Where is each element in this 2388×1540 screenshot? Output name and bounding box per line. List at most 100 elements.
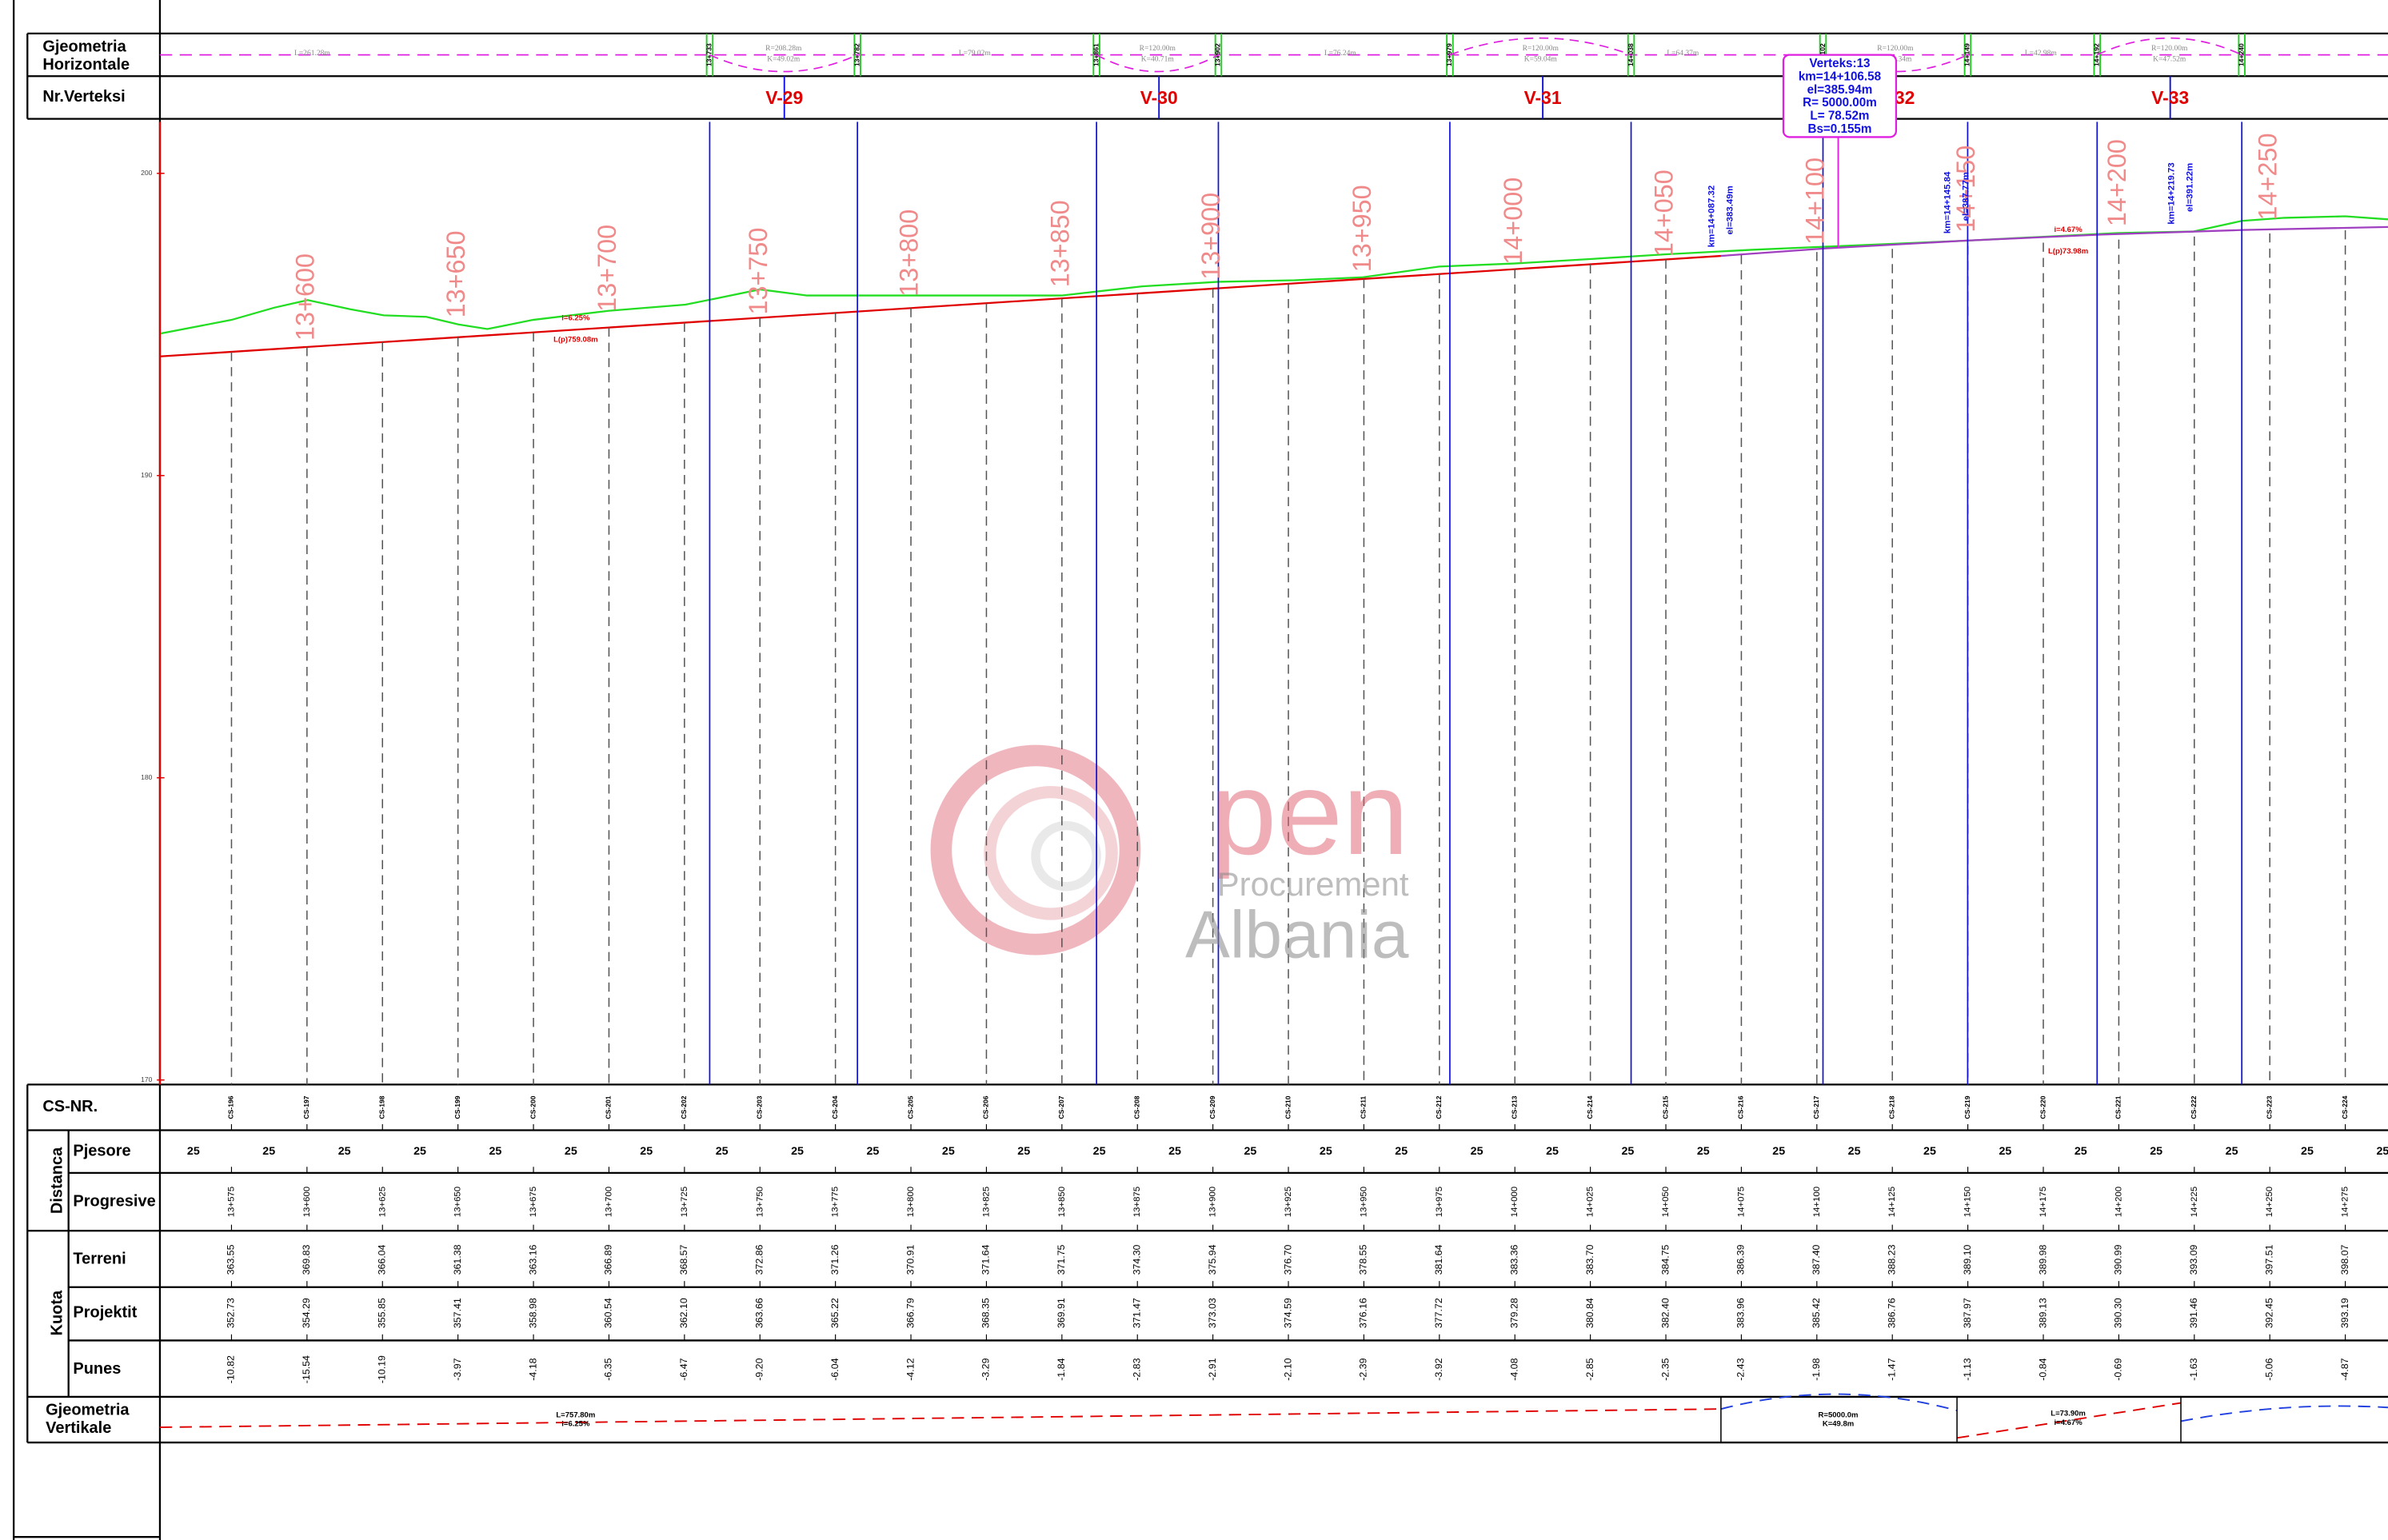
design-elevation: 383.96 (1735, 1298, 1747, 1328)
cut-fill: -1.84 (1056, 1358, 1067, 1380)
progressive: 14+100 (1812, 1187, 1822, 1217)
progressive: 13+700 (604, 1187, 613, 1217)
alignment-point-label: 14+240 (2237, 43, 2245, 66)
terrain-elevation: 388.23 (1886, 1244, 1897, 1275)
partial-distance: 25 (640, 1145, 653, 1158)
cut-fill: -2.85 (1584, 1358, 1595, 1380)
tangent-label: L=76.24m (1324, 50, 1357, 58)
progressive: 13+925 (1284, 1187, 1293, 1217)
watermark: Albania (1185, 897, 1409, 972)
vertex-label: V-29 (765, 87, 803, 108)
cut-fill: -1.47 (1886, 1358, 1897, 1380)
design-elevation: 392.45 (2263, 1298, 2274, 1328)
curve (2096, 37, 2242, 56)
partial-distance: 25 (716, 1145, 729, 1158)
cut-fill: -10.82 (226, 1355, 237, 1383)
design-elevation: 380.84 (1584, 1298, 1595, 1328)
row-label: Nr.Verteksi (42, 88, 125, 106)
partial-distance: 25 (1923, 1145, 1936, 1158)
alignment-point-label: 13+979 (1445, 43, 1453, 66)
partial-distance: 25 (413, 1145, 426, 1158)
progressive: 14+075 (1736, 1187, 1746, 1217)
tangent-label: L=261.28m (294, 50, 330, 58)
tangent-label: L=64.37m (1667, 50, 1699, 58)
row-label: Horizontale (42, 56, 130, 74)
terrain-elevation: 389.98 (2037, 1244, 2048, 1275)
cs-number: CS-212 (1435, 1095, 1443, 1119)
vg-label: L=757.80m (556, 1410, 595, 1419)
grade-label: i=4.67% (2054, 225, 2083, 234)
chainage-label: 14+100 (1800, 158, 1829, 245)
cut-fill: -6.04 (829, 1358, 841, 1380)
row-label: Punes (73, 1360, 121, 1378)
cut-fill: -15.54 (301, 1355, 312, 1383)
design-elevation: 376.16 (1358, 1298, 1369, 1328)
design-elevation: 363.66 (754, 1298, 765, 1328)
design-elevation: 368.35 (980, 1298, 992, 1328)
terrain-elevation: 372.86 (754, 1244, 765, 1275)
cs-number: CS-198 (378, 1095, 386, 1119)
terrain-elevation: 375.94 (1207, 1244, 1218, 1275)
row-label: Progresive (73, 1192, 155, 1210)
design-elevation: 390.30 (2113, 1298, 2124, 1328)
partial-distance: 25 (1546, 1145, 1559, 1158)
progressive: 13+650 (453, 1187, 463, 1217)
cs-number: CS-213 (1510, 1095, 1518, 1119)
design-elevation: 358.98 (527, 1298, 538, 1328)
cs-number: CS-202 (680, 1095, 688, 1119)
grade-length: L(p)759.08m (553, 335, 598, 344)
curve (709, 54, 858, 73)
partial-distance: 25 (2150, 1145, 2162, 1158)
curve-label: K=40.71m (1141, 55, 1175, 63)
vertex-box-text: L= 78.52m (1810, 110, 1869, 123)
curve (1449, 37, 1631, 56)
curve-label: R=120.00m (1140, 45, 1176, 53)
curve-point-km: km=14+145.84 (1943, 171, 1953, 233)
cs-number: CS-210 (1284, 1095, 1292, 1119)
terrain-elevation: 393.09 (2188, 1244, 2199, 1275)
progressive: 14+025 (1586, 1187, 1595, 1217)
design-elevation: 357.41 (452, 1298, 463, 1328)
design-elevation: 393.19 (2339, 1298, 2350, 1328)
chainage-label: 13+850 (1045, 200, 1074, 287)
progressive: 13+800 (906, 1187, 916, 1217)
terrain-elevation: 371.75 (1056, 1244, 1067, 1275)
cs-number: CS-204 (831, 1095, 839, 1119)
cut-fill: -2.91 (1207, 1358, 1218, 1380)
curve-label: K=59.04m (1524, 55, 1558, 63)
progressive: 14+250 (2265, 1187, 2274, 1217)
alignment-point-label: 13+733 (705, 43, 713, 66)
cs-number: CS-220 (2039, 1095, 2047, 1119)
alignment-point-label: 13+861 (1092, 43, 1100, 66)
partial-distance: 25 (1999, 1145, 2011, 1158)
row-label: Pjesore (73, 1142, 130, 1159)
chainage-label: 13+700 (593, 225, 621, 312)
progressive: 14+175 (2039, 1187, 2048, 1217)
design-elevation: 369.91 (1056, 1298, 1067, 1328)
elevation-label: 190 (141, 471, 153, 479)
terrain-elevation: 384.75 (1659, 1244, 1671, 1275)
partial-distance: 25 (2226, 1145, 2238, 1158)
terrain-elevation: 371.26 (829, 1244, 841, 1275)
vg-label: L=73.90m (2051, 1409, 2086, 1418)
cs-number: CS-214 (1586, 1095, 1594, 1119)
cs-number: CS-207 (1057, 1095, 1065, 1119)
chainage-label: 13+650 (441, 230, 470, 317)
cs-number: CS-218 (1887, 1095, 1895, 1119)
row-label: CS-NR. (42, 1098, 98, 1115)
terrain-elevation: 366.04 (377, 1244, 388, 1275)
design-elevation: 382.40 (1659, 1298, 1671, 1328)
grade-length: L(p)73.98m (2048, 247, 2088, 256)
curve-point-km: km=14+087.32 (1707, 186, 1716, 247)
cs-number: CS-208 (1133, 1095, 1141, 1119)
design-elevation: 366.79 (904, 1298, 916, 1328)
terrain-elevation: 386.39 (1735, 1244, 1747, 1275)
elevation-label: 200 (141, 169, 153, 177)
chainage-label: 13+950 (1348, 185, 1376, 272)
curve-point-el: el=383.49m (1725, 186, 1735, 234)
vg-label: i=6.25% (561, 1420, 590, 1429)
cut-fill: -5.06 (2263, 1358, 2274, 1380)
tangent-label: L=42.98m (2025, 50, 2058, 58)
design-elevation: 389.13 (2037, 1298, 2048, 1328)
row-label: Gjeometria (42, 38, 126, 55)
